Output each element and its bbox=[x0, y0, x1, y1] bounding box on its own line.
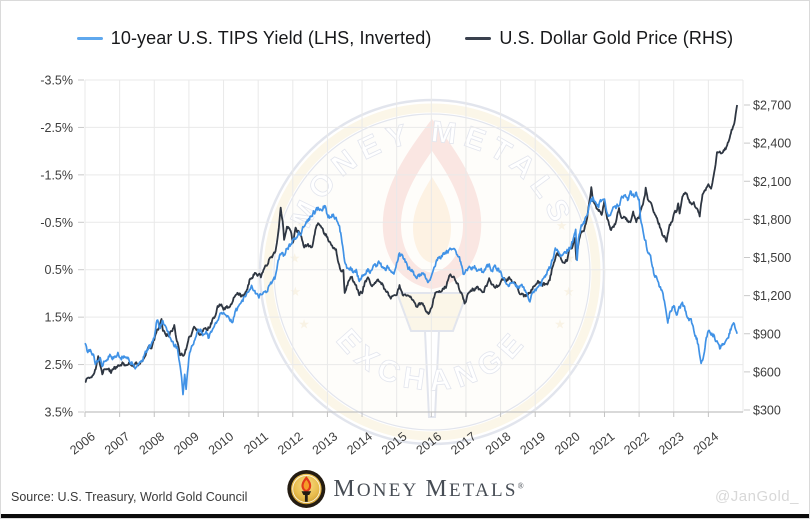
left-axis-tick-label: -3.5% bbox=[40, 74, 73, 88]
right-axis-tick-label: $900 bbox=[753, 327, 781, 341]
right-axis-tick-label: $1,800 bbox=[753, 213, 791, 227]
x-axis-tick-label: 2022 bbox=[621, 429, 652, 457]
x-axis-tick-label: 2012 bbox=[275, 429, 306, 457]
x-axis-tick-label: 2020 bbox=[552, 429, 583, 457]
torch-badge-icon bbox=[287, 470, 326, 508]
chart-legend: 10-year U.S. TIPS Yield (LHS, Inverted) … bbox=[1, 28, 809, 49]
watermark-star-icon: ★ bbox=[290, 284, 302, 299]
x-axis-tick-label: 2013 bbox=[310, 429, 341, 457]
watermark-star-icon: ★ bbox=[554, 317, 566, 332]
left-axis-tick-label: 1.5% bbox=[45, 311, 74, 325]
right-axis-tick-label: $1,200 bbox=[753, 289, 791, 303]
right-axis-tick-label: $2,700 bbox=[753, 99, 791, 113]
watermark-star-icon: ★ bbox=[556, 218, 568, 233]
left-axis-tick-label: 2.5% bbox=[45, 358, 74, 372]
x-axis-tick-label: 2011 bbox=[241, 429, 271, 457]
tips-yield-line-swatch bbox=[76, 37, 103, 40]
left-axis-tick-label: 0.5% bbox=[45, 263, 74, 277]
right-axis-tick-label: $2,100 bbox=[753, 175, 791, 189]
tips-yield-line bbox=[84, 190, 738, 396]
right-axis-tick-label: $300 bbox=[753, 404, 781, 418]
brand-name: MONEY METALS® bbox=[333, 475, 524, 502]
x-axis-tick-label: 2007 bbox=[102, 429, 133, 457]
x-axis-tick-label: 2009 bbox=[171, 429, 202, 457]
watermark-star-icon: ★ bbox=[289, 251, 301, 266]
right-axis-tick-label: $600 bbox=[753, 365, 781, 379]
left-axis-tick-label: -1.5% bbox=[40, 168, 73, 182]
right-axis-tick-label: $2,400 bbox=[753, 137, 791, 151]
watermark-star-icon: ★ bbox=[563, 284, 575, 299]
x-axis-tick-label: 2010 bbox=[206, 429, 237, 457]
gold-price-line-swatch bbox=[465, 37, 492, 40]
bottom-edge-bar bbox=[1, 514, 809, 518]
left-axis-tick-label: -0.5% bbox=[40, 216, 73, 230]
gold-price-line bbox=[84, 104, 738, 383]
attribution-handle: @JanGold_ bbox=[715, 488, 799, 505]
x-axis-tick-label: 2024 bbox=[691, 429, 722, 457]
legend-item-tips-yield: 10-year U.S. TIPS Yield (LHS, Inverted) bbox=[76, 28, 432, 49]
watermark-star-icon: ★ bbox=[298, 317, 310, 332]
watermark-star-icon: ★ bbox=[296, 218, 308, 233]
x-axis-tick-label: 2021 bbox=[587, 429, 618, 457]
right-axis-tick-label: $1,500 bbox=[753, 251, 791, 265]
legend-item-gold-price: U.S. Dollar Gold Price (RHS) bbox=[465, 28, 733, 49]
x-axis-tick-label: 2008 bbox=[137, 429, 168, 457]
x-axis-tick-label: 2023 bbox=[656, 429, 687, 457]
legend-label-gold-price: U.S. Dollar Gold Price (RHS) bbox=[499, 28, 734, 48]
money-metals-logo: MONEY METALS® bbox=[286, 469, 524, 509]
left-axis-tick-label: 3.5% bbox=[45, 406, 74, 420]
x-axis-tick-label: 2006 bbox=[67, 429, 98, 457]
watermark-star-icon: ★ bbox=[563, 251, 575, 266]
legend-label-tips-yield: 10-year U.S. TIPS Yield (LHS, Inverted) bbox=[110, 28, 432, 48]
x-axis-tick-label: 2019 bbox=[518, 429, 549, 457]
source-note: Source: U.S. Treasury, World Gold Counci… bbox=[11, 490, 248, 504]
left-axis-tick-label: -2.5% bbox=[40, 121, 73, 135]
